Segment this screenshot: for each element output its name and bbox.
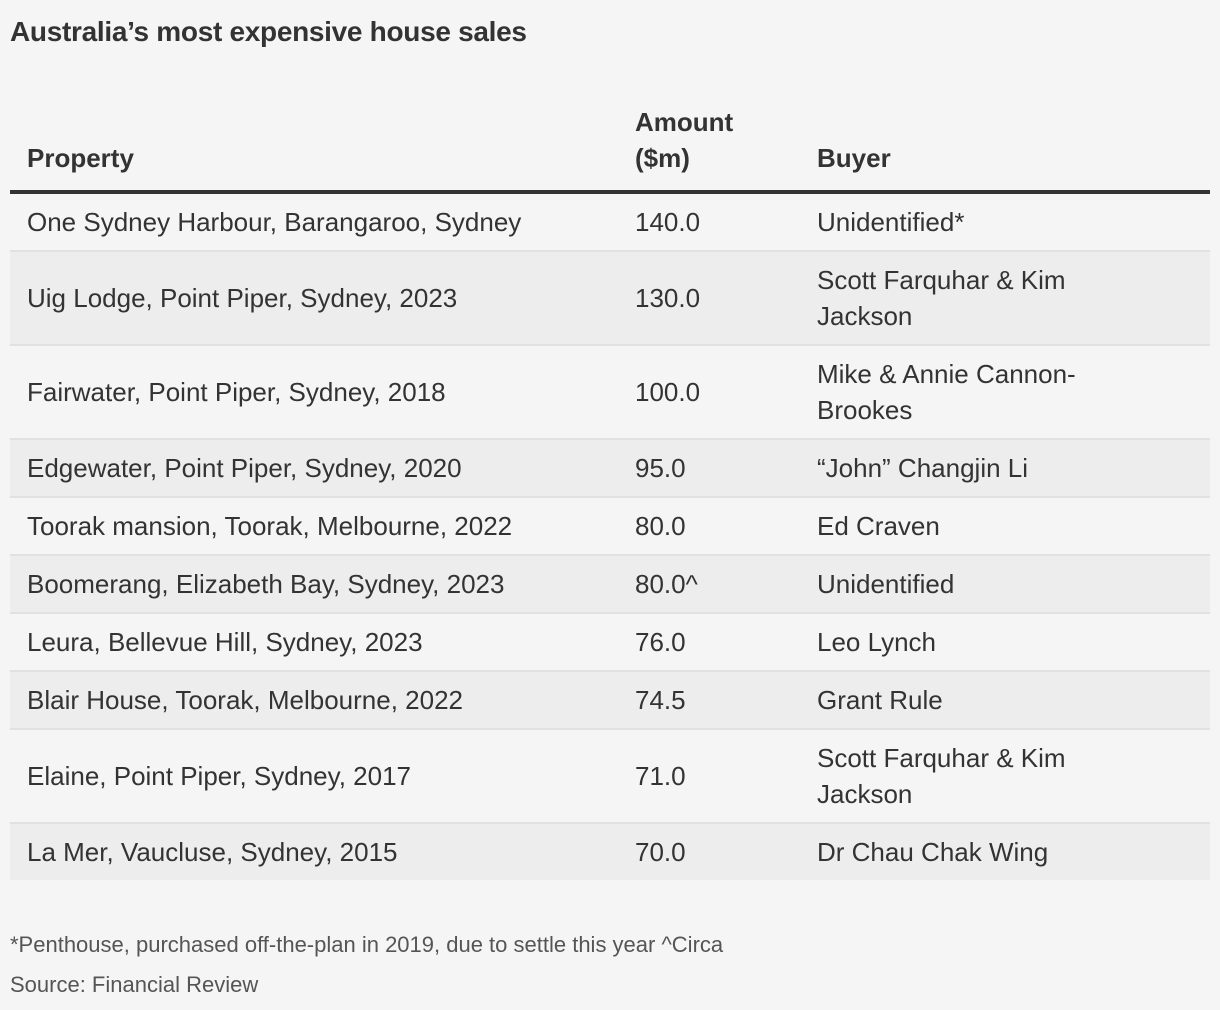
amount-cell: 95.0 [635, 439, 817, 498]
footnote: *Penthouse, purchased off-the-plan in 20… [10, 932, 724, 957]
amount-cell: 130.0 [635, 251, 817, 346]
property-cell: Leura, Bellevue Hill, Sydney, 2023 [10, 613, 635, 672]
column-header-amount: Amount ($m) [635, 104, 817, 194]
source-credit: Source: Financial Review [10, 972, 259, 997]
table-row: Blair House, Toorak, Melbourne, 2022 74.… [10, 671, 1210, 730]
table-row: Leura, Bellevue Hill, Sydney, 2023 76.0 … [10, 613, 1210, 672]
amount-cell: 74.5 [635, 671, 817, 730]
buyer-cell: Scott Farquhar & Kim Jackson [817, 251, 1210, 346]
table-row: Uig Lodge, Point Piper, Sydney, 2023 130… [10, 251, 1210, 346]
amount-cell: 71.0 [635, 729, 817, 824]
amount-cell: 80.0 [635, 497, 817, 556]
amount-cell: 140.0 [635, 192, 817, 252]
buyer-cell: “John” Changjin Li [817, 439, 1210, 498]
property-cell: Blair House, Toorak, Melbourne, 2022 [10, 671, 635, 730]
amount-cell: 80.0^ [635, 555, 817, 614]
property-cell: Fairwater, Point Piper, Sydney, 2018 [10, 345, 635, 440]
column-header-amount-label: Amount ($m) [635, 107, 734, 173]
table-header-row: Property Amount ($m) Buyer [10, 104, 1210, 194]
property-cell: Boomerang, Elizabeth Bay, Sydney, 2023 [10, 555, 635, 614]
buyer-cell: Unidentified [817, 555, 1210, 614]
buyer-cell: Unidentified* [817, 192, 1210, 252]
table-row: Toorak mansion, Toorak, Melbourne, 2022 … [10, 497, 1210, 556]
amount-cell: 70.0 [635, 837, 686, 867]
chart-title: Australia’s most expensive house sales [10, 16, 527, 47]
property-cell: Uig Lodge, Point Piper, Sydney, 2023 [10, 251, 635, 346]
amount-cell: 100.0 [635, 345, 817, 440]
buyer-cell: Scott Farquhar & Kim Jackson [817, 729, 1210, 824]
table-row: One Sydney Harbour, Barangaroo, Sydney 1… [10, 192, 1210, 252]
property-cell: Toorak mansion, Toorak, Melbourne, 2022 [10, 497, 635, 556]
property-cell: Elaine, Point Piper, Sydney, 2017 [10, 729, 635, 824]
table-row: Boomerang, Elizabeth Bay, Sydney, 2023 8… [10, 555, 1210, 614]
buyer-cell: Ed Craven [817, 497, 1210, 556]
property-cell: One Sydney Harbour, Barangaroo, Sydney [10, 192, 635, 252]
amount-cell: 76.0 [635, 613, 817, 672]
table-row: La Mer, Vaucluse, Sydney, 2015 70.0 Dr C… [10, 823, 1210, 880]
property-cell: Edgewater, Point Piper, Sydney, 2020 [10, 439, 635, 498]
buyer-cell: Mike & Annie Cannon-Brookes [817, 345, 1210, 440]
column-header-buyer: Buyer [817, 104, 1210, 194]
table-row: Elaine, Point Piper, Sydney, 2017 71.0 S… [10, 729, 1210, 824]
table-row: Fairwater, Point Piper, Sydney, 2018 100… [10, 345, 1210, 440]
buyer-cell: Grant Rule [817, 671, 1210, 730]
column-header-property: Property [10, 104, 635, 194]
property-cell: La Mer, Vaucluse, Sydney, 2015 [27, 837, 398, 867]
chart-notes: *Penthouse, purchased off-the-plan in 20… [10, 925, 723, 1005]
table-row: Edgewater, Point Piper, Sydney, 2020 95.… [10, 439, 1210, 498]
buyer-cell: Dr Chau Chak Wing [817, 837, 1049, 867]
buyer-cell: Leo Lynch [817, 613, 1210, 672]
house-sales-table: Property Amount ($m) Buyer One Sydney Ha… [10, 104, 1210, 880]
